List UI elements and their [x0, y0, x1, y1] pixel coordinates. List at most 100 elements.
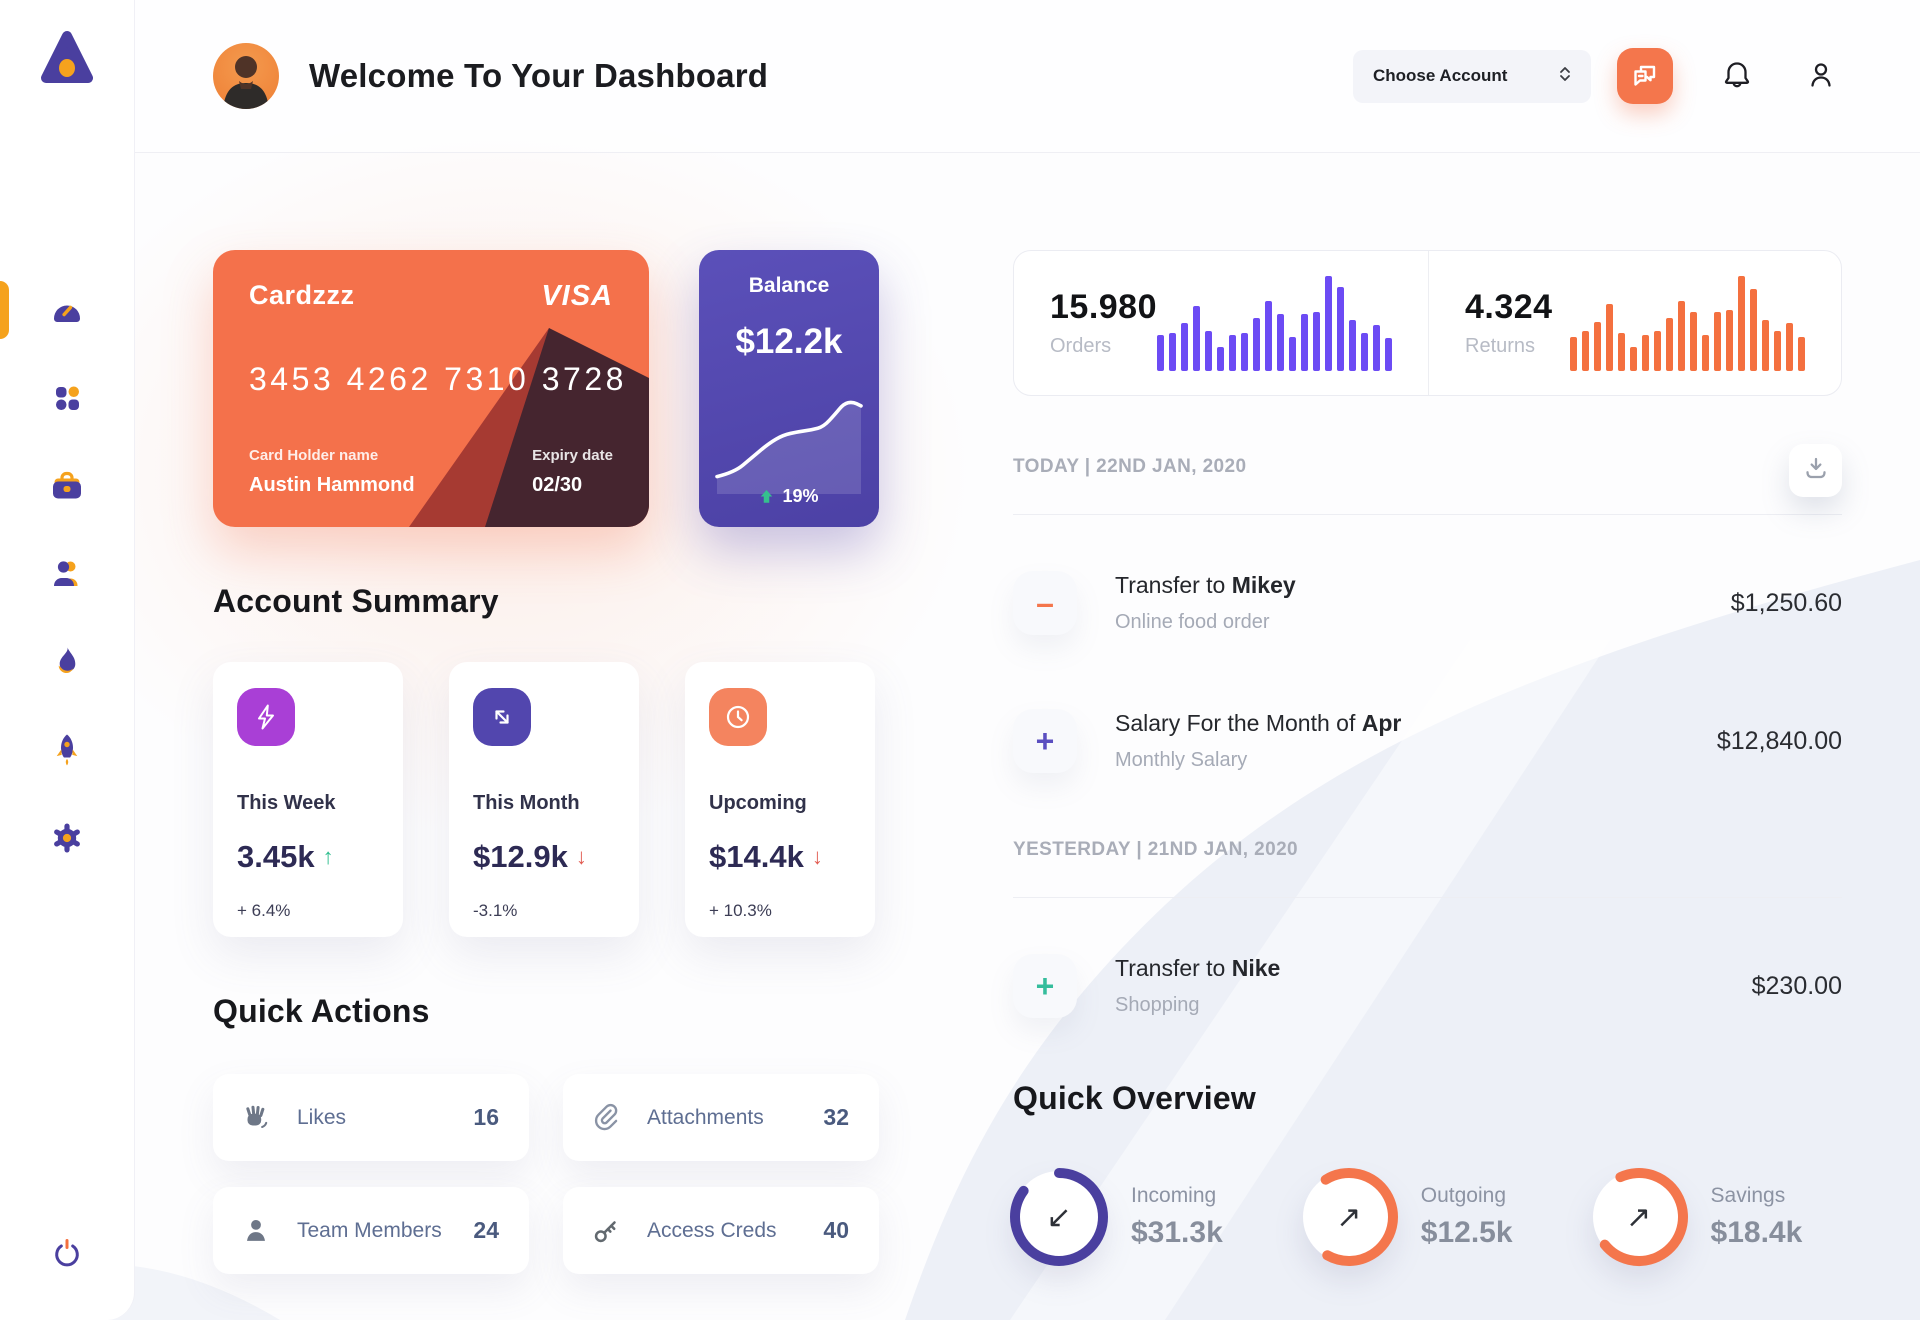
key-icon [589, 1214, 623, 1248]
user-avatar[interactable] [213, 43, 279, 109]
content: Cardzzz VISA 3453 4262 7310 3728 Card Ho… [135, 153, 1920, 1274]
overview-savings: ↗ Savings $18.4k [1589, 1168, 1802, 1266]
transaction-row[interactable]: – Transfer to Mikey Online food order $1… [1013, 571, 1842, 635]
quick-action-count: 32 [823, 1104, 849, 1130]
plus-icon: + [1013, 954, 1077, 1018]
lightning-icon [237, 688, 295, 746]
sidebar-item dashboard-icon[interactable] [0, 281, 85, 339]
overview-value: $12.5k [1420, 1216, 1513, 1249]
clap-icon [239, 1101, 273, 1135]
summary-card-this-month[interactable]: This Month $12.9k ↓ -3.1% [449, 662, 639, 937]
overview-label: Incoming [1131, 1184, 1217, 1207]
bar [1618, 333, 1625, 371]
bar [1666, 318, 1673, 371]
bar [1301, 314, 1308, 371]
main-area: Welcome To Your Dashboard Choose Account [135, 0, 1920, 1320]
transaction-amount: $230.00 [1751, 971, 1842, 1000]
topbar: Welcome To Your Dashboard Choose Account [135, 0, 1920, 153]
transaction-subtitle: Monthly Salary [1115, 749, 1248, 771]
overview-value: $31.3k [1131, 1216, 1223, 1249]
balance-card[interactable]: Balance $12.2k 19% [699, 250, 879, 527]
chat-button[interactable] [1617, 48, 1673, 104]
quick-actions-grid: Likes 16 Attachments 32 Team Members 24 … [213, 1074, 879, 1274]
bar [1654, 331, 1661, 371]
sidebar-item settings-gear-icon[interactable] [49, 820, 85, 856]
quick-action-access-creds[interactable]: Access Creds 40 [563, 1187, 879, 1274]
left-column: Cardzzz VISA 3453 4262 7310 3728 Card Ho… [213, 250, 879, 1274]
chevron-updown-icon [1557, 65, 1573, 88]
sidebar-item users-icon[interactable] [49, 556, 85, 592]
balance-delta: 19% [782, 486, 819, 506]
bar [1762, 320, 1769, 371]
transactions-list: TODAY | 22ND JAN, 2020 – Transfer to Mik… [1013, 456, 1842, 1018]
clock-icon [709, 688, 767, 746]
divider [1013, 897, 1842, 898]
bar [1193, 306, 1200, 371]
transaction-row[interactable]: + Transfer to Nike Shopping $230.00 [1013, 954, 1842, 1018]
sidebar [0, 0, 135, 1320]
transaction-title: Transfer to Nike [1115, 955, 1281, 981]
bar [1313, 312, 1320, 371]
sidebar-item apps-grid-icon[interactable] [49, 380, 85, 416]
donut-ring: ↙ [1010, 1168, 1108, 1266]
trend-arrow-icon: ↓ [575, 844, 587, 869]
bar [1750, 289, 1757, 371]
trend-arrow-icon: ↓ [811, 844, 823, 869]
summary-label: This Month [473, 792, 580, 814]
notifications-button[interactable] [1719, 57, 1757, 95]
card-expiry-label: Expiry date [532, 447, 613, 464]
summary-value: $14.4k ↓ [709, 839, 823, 874]
card-expiry-value: 02/30 [532, 474, 583, 496]
transaction-title: Transfer to Mikey [1115, 572, 1296, 598]
summary-value: 3.45k ↑ [237, 839, 334, 874]
bar [1361, 333, 1368, 371]
quick-action-likes[interactable]: Likes 16 [213, 1074, 529, 1161]
quick-action-label: Access Creds [647, 1218, 777, 1242]
account-select[interactable]: Choose Account [1353, 49, 1591, 103]
balance-label: Balance [748, 274, 830, 297]
quick-action-attachments[interactable]: Attachments 32 [563, 1074, 879, 1161]
sidebar-item rocket-icon[interactable] [49, 732, 85, 768]
bar [1253, 318, 1260, 371]
transaction-title: Salary For the Month of Apr [1115, 710, 1402, 736]
bar [1606, 304, 1613, 371]
download-button[interactable] [1789, 444, 1842, 497]
bar [1265, 301, 1272, 371]
bar [1702, 335, 1709, 371]
card-number: 3453 4262 7310 3728 [249, 361, 627, 397]
quick-action-count: 24 [473, 1217, 499, 1243]
bank-card[interactable]: Cardzzz VISA 3453 4262 7310 3728 Card Ho… [213, 250, 649, 527]
bar [1570, 337, 1577, 371]
sidebar-item flame-icon[interactable] [49, 644, 85, 680]
account-select-value: Choose Account [1373, 66, 1508, 85]
bar [1774, 331, 1781, 371]
app-logo triangle-logo[interactable] [40, 28, 94, 94]
orders-label: Orders [1050, 335, 1112, 357]
returns-label: Returns [1465, 335, 1536, 357]
bar [1385, 338, 1392, 371]
profile-button[interactable] [1803, 57, 1841, 95]
transaction-row[interactable]: + Salary For the Month of Apr Monthly Sa… [1013, 709, 1842, 773]
quick-action-team-members[interactable]: Team Members 24 [213, 1187, 529, 1274]
bar [1241, 333, 1248, 371]
bar [1277, 314, 1284, 371]
sidebar-item briefcase-icon[interactable] [49, 468, 85, 504]
page-title: Welcome To Your Dashboard [309, 57, 769, 94]
orders-stat: 15.980 Orders [1014, 251, 1428, 395]
sidebar-nav [0, 281, 85, 856]
returns-stat: 4.324 Returns [1428, 251, 1841, 395]
summary-card-upcoming[interactable]: Upcoming $14.4k ↓ + 10.3% [685, 662, 875, 937]
bar [1630, 347, 1637, 371]
summary-card-this-week[interactable]: This Week 3.45k ↑ + 6.4% [213, 662, 403, 937]
download-icon [1799, 451, 1833, 490]
bar [1594, 322, 1601, 371]
card-holder-name: Austin Hammond [249, 474, 415, 496]
transaction-group: YESTERDAY | 21ND JAN, 2020 + Transfer to… [1013, 839, 1842, 1018]
transaction-amount: $1,250.60 [1730, 588, 1842, 617]
diag-arrows-icon [473, 688, 531, 746]
overview-label: Savings [1710, 1184, 1786, 1207]
transaction-date-label: YESTERDAY | 21ND JAN, 2020 [1013, 839, 1299, 860]
logout-power-icon[interactable] [49, 1236, 85, 1272]
overview-label: Outgoing [1420, 1184, 1506, 1207]
